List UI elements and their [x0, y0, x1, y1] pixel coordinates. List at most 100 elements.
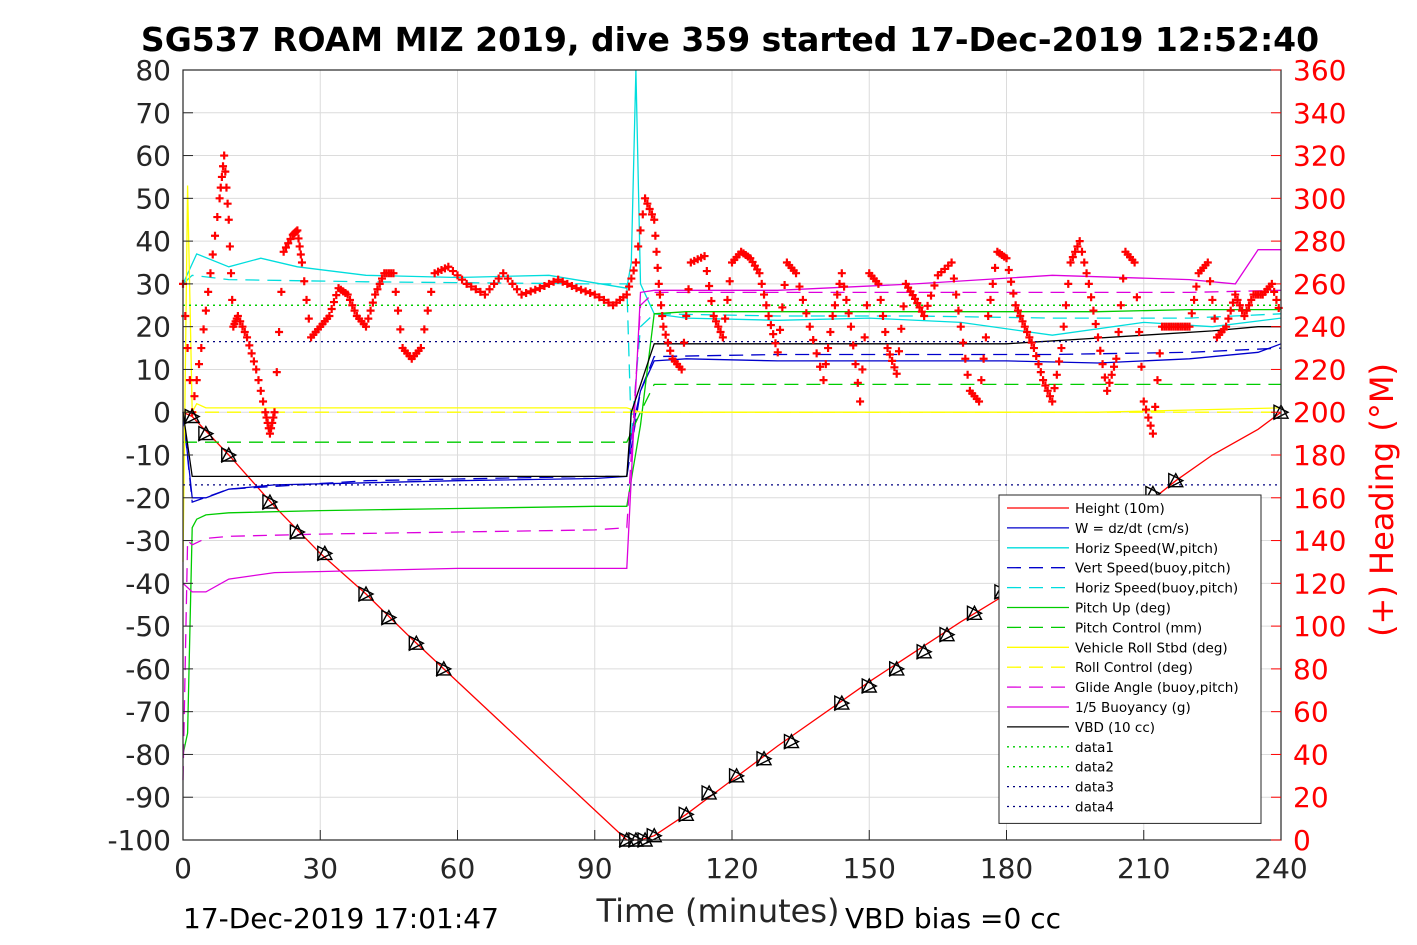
heading-point — [1089, 306, 1098, 315]
heading-point — [329, 298, 338, 307]
tick-label-x: 180 — [980, 852, 1033, 885]
heading-point — [653, 263, 662, 272]
heading-point — [1103, 386, 1112, 395]
heading-point — [700, 252, 709, 261]
heading-point — [345, 295, 354, 304]
heading-point — [977, 376, 986, 385]
heading-point — [1139, 397, 1148, 406]
marker-right-triangle — [646, 827, 663, 844]
heading-point — [1094, 333, 1102, 342]
heading-point — [959, 338, 968, 347]
heading-point — [1148, 429, 1157, 438]
heading-point — [881, 328, 890, 337]
heading-point — [499, 269, 508, 278]
heading-point — [917, 307, 926, 316]
heading-point — [224, 215, 233, 224]
heading-point — [228, 295, 237, 304]
heading-point — [217, 172, 226, 181]
heading-point — [199, 325, 208, 334]
heading-point — [267, 424, 276, 433]
marker-up-triangle — [261, 493, 279, 509]
marker-up-triangle — [888, 660, 905, 676]
heading-point — [225, 242, 234, 251]
heading-point — [281, 243, 290, 252]
tick-label-left: -20 — [125, 482, 171, 515]
heading-point — [391, 287, 400, 296]
heading-point — [1224, 314, 1233, 323]
heading-point — [760, 290, 769, 299]
heading-point — [1009, 289, 1018, 298]
heading-point — [776, 325, 785, 334]
heading-point — [259, 397, 268, 406]
heading-point — [830, 301, 839, 310]
heading-point — [954, 306, 963, 315]
footer-vbd-bias: VBD bias =0 cc — [845, 902, 1061, 935]
heading-point — [490, 279, 499, 288]
marker-right-triangle — [701, 784, 718, 802]
heading-point — [1107, 370, 1116, 379]
heading-point — [604, 298, 613, 307]
heading-point — [215, 194, 224, 203]
heading-point — [766, 321, 775, 330]
heading-point — [512, 285, 521, 294]
legend-entry: Horiz Speed(W,pitch) — [1075, 541, 1218, 557]
heading-point — [1068, 253, 1077, 262]
heading-point — [1233, 295, 1242, 304]
heading-point — [471, 285, 480, 294]
heading-point — [236, 317, 245, 326]
tick-label-left: 70 — [135, 97, 171, 130]
heading-point — [293, 226, 302, 235]
tick-label-left: 0 — [153, 396, 171, 429]
heading-point — [638, 210, 647, 219]
legend-entry: Glide Angle (buoy,pitch) — [1075, 680, 1239, 696]
heading-point — [826, 328, 835, 337]
heading-point — [396, 325, 405, 334]
heading-point — [762, 301, 771, 310]
heading-point — [899, 302, 908, 311]
heading-point — [590, 290, 599, 299]
heading-point — [549, 277, 558, 286]
legend-entry: data1 — [1075, 740, 1114, 756]
heading-point — [991, 263, 1000, 272]
footer-timestamp: 17-Dec-2019 17:01:47 — [183, 902, 499, 935]
heading-point — [1091, 319, 1100, 328]
heading-point — [1119, 274, 1128, 283]
heading-point — [1039, 376, 1048, 385]
heading-point — [892, 369, 901, 378]
heading-point — [631, 258, 640, 267]
marker-right-triangle — [728, 767, 746, 784]
heading-point — [663, 338, 672, 347]
heading-point — [923, 301, 932, 310]
heading-point — [897, 324, 906, 333]
heading-point — [856, 397, 865, 406]
heading-point — [927, 291, 936, 300]
heading-point — [1098, 360, 1107, 369]
chart-title: SG537 ROAM MIZ 2019, dive 359 started 17… — [141, 20, 1319, 59]
heading-point — [824, 344, 833, 353]
tick-label-left: -10 — [125, 439, 171, 472]
heading-point — [659, 322, 668, 331]
heading-point — [1007, 277, 1016, 286]
heading-point — [835, 279, 844, 288]
tick-label-left: 20 — [135, 311, 171, 344]
heading-point — [1114, 328, 1123, 337]
heading-point — [1270, 287, 1279, 296]
heading-point — [526, 287, 535, 296]
heading-point — [204, 287, 213, 296]
heading-point — [185, 376, 194, 385]
heading-point — [1203, 258, 1212, 267]
marker-right-triangle — [262, 493, 279, 511]
heading-point — [622, 290, 631, 299]
series-line-5 — [182, 308, 1281, 755]
legend-entry: data2 — [1075, 760, 1114, 776]
marker-right-triangle — [939, 626, 956, 643]
series-line-10 — [182, 249, 1281, 593]
heading-point — [1057, 344, 1066, 353]
heading-point — [563, 279, 572, 288]
marker-right-triangle — [966, 605, 984, 622]
tick-label-right: 200 — [1293, 396, 1346, 429]
heading-point — [981, 333, 990, 342]
heading-point — [1235, 301, 1244, 310]
heading-point — [755, 269, 764, 278]
